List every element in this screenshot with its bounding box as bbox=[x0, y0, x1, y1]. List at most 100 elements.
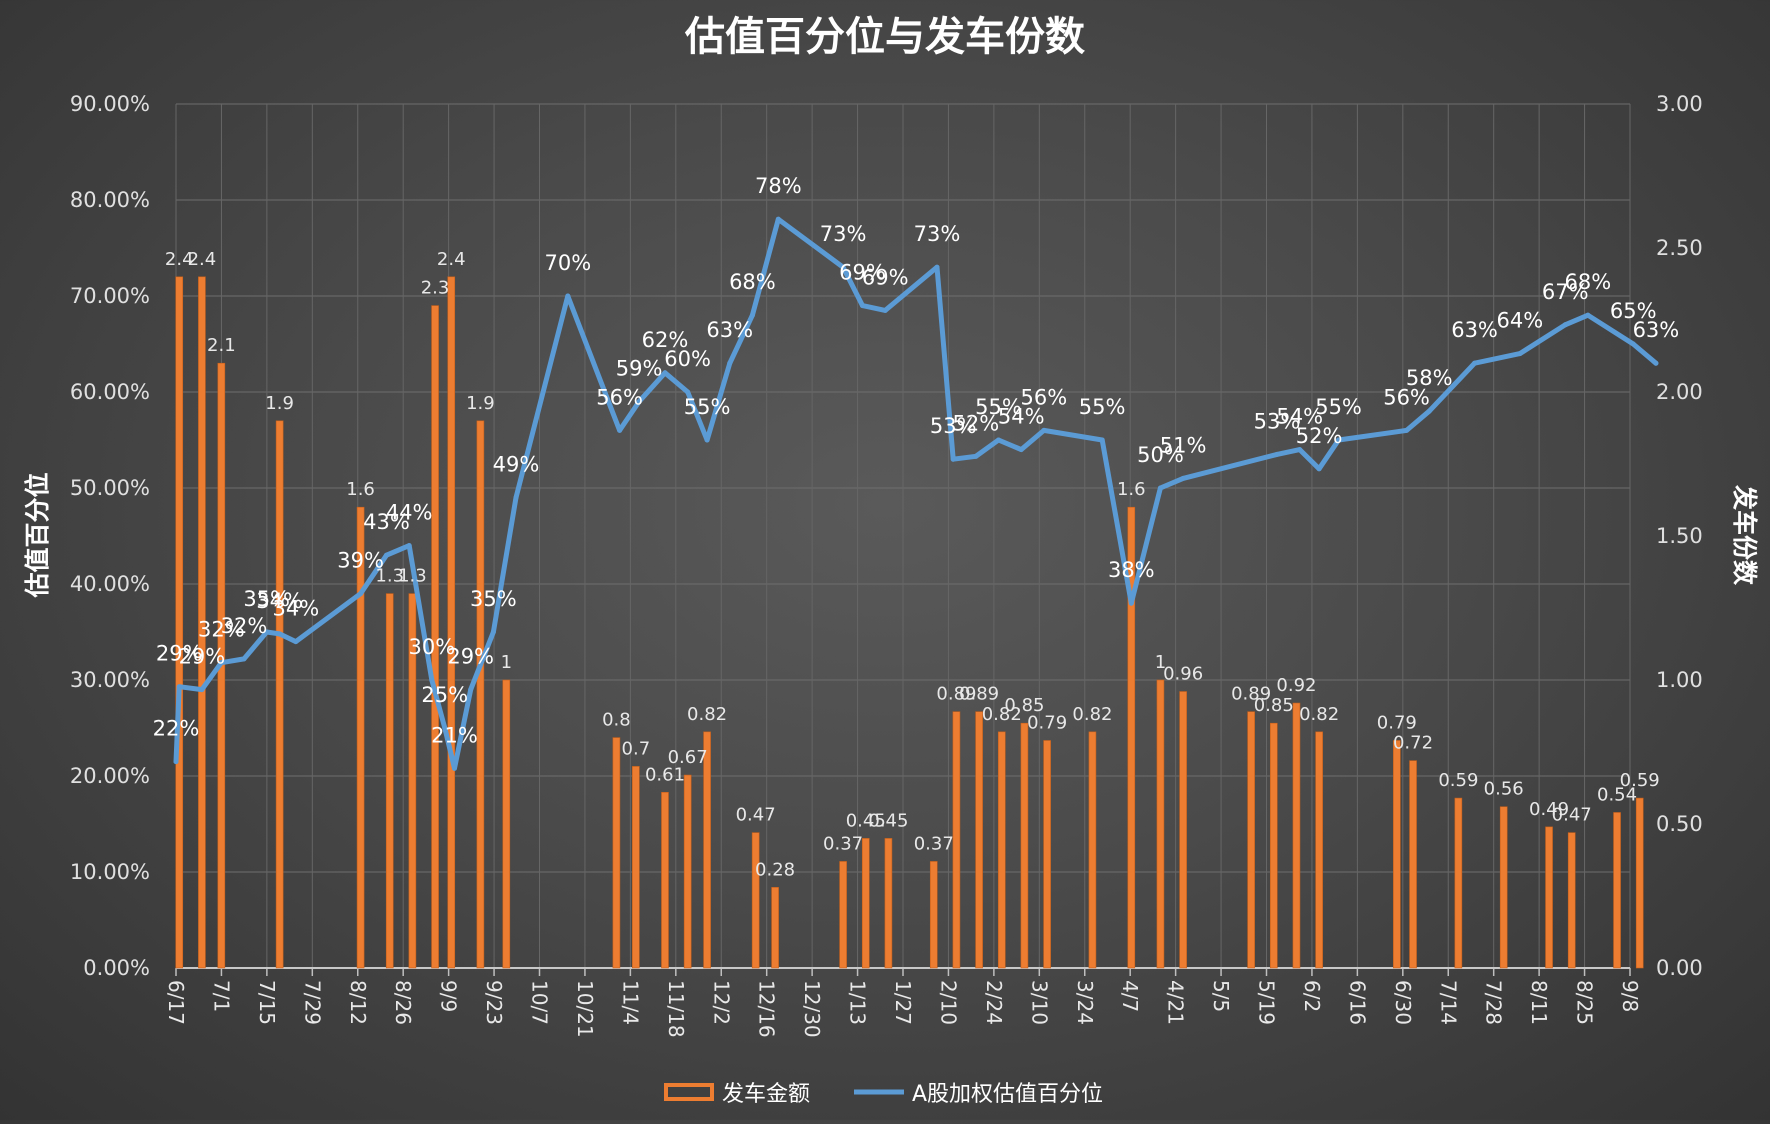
line-point bbox=[442, 725, 448, 731]
bar-data-label: 0.7 bbox=[622, 738, 651, 759]
bar bbox=[839, 861, 847, 969]
line-point bbox=[1297, 447, 1303, 453]
data-labels: 2.42.42.11.91.61.31.32.32.41.910.80.70.6… bbox=[153, 174, 1680, 880]
line-point bbox=[1336, 437, 1342, 443]
line-point bbox=[1274, 451, 1280, 457]
y-left-tick-label: 10.00% bbox=[70, 860, 150, 884]
bar-data-label: 0.85 bbox=[1254, 695, 1294, 716]
line-point bbox=[1472, 360, 1478, 366]
gridlines bbox=[175, 103, 1631, 969]
line-point bbox=[1517, 351, 1523, 357]
line-data-label: 70% bbox=[544, 251, 591, 275]
line-data-label: 56% bbox=[1383, 385, 1430, 409]
y-left-tick-label: 90.00% bbox=[70, 92, 150, 116]
y-right-tick-label: 2.00 bbox=[1656, 380, 1703, 404]
bar-data-label: 1.9 bbox=[265, 393, 294, 414]
bar bbox=[861, 838, 870, 969]
x-tick-label: 7/28 bbox=[1482, 980, 1506, 1025]
line-point bbox=[727, 360, 733, 366]
line-data-label: 34% bbox=[256, 589, 303, 613]
x-tick-label: 10/7 bbox=[528, 980, 552, 1025]
bar-data-label: 1 bbox=[501, 652, 512, 673]
x-tick-label: 1/13 bbox=[846, 980, 870, 1025]
bar-data-label: 0.45 bbox=[868, 810, 908, 831]
line-data-label: 55% bbox=[975, 395, 1022, 419]
x-tick-label: 8/26 bbox=[391, 980, 415, 1025]
line-data-label: 51% bbox=[1160, 433, 1207, 457]
bar-data-label: 0.8 bbox=[602, 710, 631, 731]
bar bbox=[275, 420, 284, 969]
bar bbox=[751, 832, 760, 969]
bar-data-label: 0.47 bbox=[736, 805, 776, 826]
x-tick-label: 5/5 bbox=[1209, 980, 1233, 1012]
bar bbox=[929, 861, 938, 969]
y-left-tick-label: 20.00% bbox=[70, 764, 150, 788]
line-data-label: 54% bbox=[1276, 405, 1323, 429]
x-tick-label: 6/17 bbox=[164, 980, 188, 1025]
bar bbox=[1393, 740, 1401, 969]
line-point bbox=[1562, 322, 1568, 328]
line-point bbox=[468, 687, 474, 693]
bar-data-label: 0.89 bbox=[936, 684, 976, 705]
line-data-label: 59% bbox=[616, 357, 663, 381]
x-tick-label: 6/2 bbox=[1300, 980, 1324, 1012]
line-data-label: 21% bbox=[431, 723, 478, 747]
bar bbox=[952, 711, 961, 969]
line-data-label: 55% bbox=[684, 395, 731, 419]
bar bbox=[703, 731, 711, 969]
line-series bbox=[173, 216, 1659, 771]
line-data-label: 49% bbox=[493, 453, 540, 477]
line-data-label: 63% bbox=[706, 318, 753, 342]
bar-data-label: 0.89 bbox=[959, 684, 999, 705]
x-tick-label: 2/24 bbox=[982, 980, 1006, 1025]
line-point bbox=[406, 543, 412, 549]
x-tick-label: 7/1 bbox=[209, 980, 233, 1012]
line-point bbox=[996, 437, 1002, 443]
bar-data-label: 0.82 bbox=[982, 704, 1022, 725]
line-data-label: 68% bbox=[729, 270, 776, 294]
y-left-axis-label: 估值百分位 bbox=[23, 472, 52, 598]
x-tick-label: 9/23 bbox=[482, 980, 506, 1025]
line-data-label: 43% bbox=[363, 510, 410, 534]
line-point bbox=[565, 293, 571, 299]
bar-series bbox=[175, 276, 1644, 969]
y-left-tick-label: 80.00% bbox=[70, 188, 150, 212]
line-point bbox=[1630, 341, 1636, 347]
line-point bbox=[749, 312, 755, 318]
y-left-tick-label: 60.00% bbox=[70, 380, 150, 404]
line-point bbox=[176, 684, 182, 690]
line-data-label: 63% bbox=[1633, 318, 1680, 342]
line-data-label: 65% bbox=[1610, 299, 1657, 323]
bar bbox=[175, 276, 184, 969]
x-tick-label: 7/14 bbox=[1436, 980, 1460, 1025]
y-right-tick-label: 1.00 bbox=[1656, 668, 1703, 692]
bar bbox=[1315, 731, 1323, 969]
chart-title: 估值百分位与发车份数 bbox=[684, 14, 1085, 60]
bar-data-label: 0.37 bbox=[823, 833, 863, 854]
bar-data-label: 0.82 bbox=[1072, 704, 1112, 725]
line-data-label: 35% bbox=[243, 587, 290, 611]
line-data-label: 68% bbox=[1565, 270, 1612, 294]
y-left-tick-label: 70.00% bbox=[70, 284, 150, 308]
bar-data-label: 0.79 bbox=[1027, 712, 1067, 733]
line-point bbox=[882, 307, 888, 313]
bar-data-label: 2.1 bbox=[207, 335, 236, 356]
x-tick-label: 8/12 bbox=[346, 980, 370, 1025]
x-tick-label: 4/7 bbox=[1118, 980, 1142, 1012]
line-point bbox=[662, 370, 668, 376]
bar-data-label: 0.67 bbox=[668, 747, 708, 768]
x-tick-label: 3/10 bbox=[1027, 980, 1051, 1025]
x-tick-label: 12/2 bbox=[709, 980, 733, 1025]
line-data-label: 29% bbox=[156, 642, 203, 666]
line-data-label: 56% bbox=[1021, 385, 1068, 409]
line-point bbox=[775, 216, 781, 222]
bar bbox=[502, 679, 511, 969]
line-data-label: 39% bbox=[337, 549, 384, 573]
x-tick-label: 11/4 bbox=[618, 980, 642, 1025]
line-data-label: 38% bbox=[1108, 558, 1155, 582]
bar-data-label: 0.82 bbox=[1299, 704, 1339, 725]
legend-label-line: A股加权估值百分位 bbox=[912, 1082, 1103, 1107]
bar-data-label: 0.49 bbox=[1529, 799, 1569, 820]
line-point bbox=[617, 427, 623, 433]
line-point bbox=[241, 656, 247, 662]
